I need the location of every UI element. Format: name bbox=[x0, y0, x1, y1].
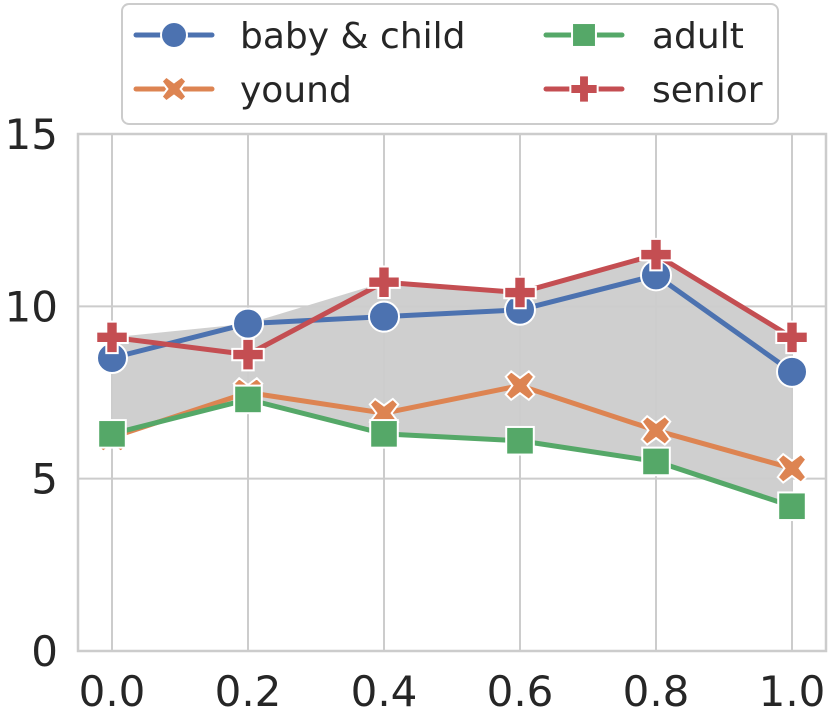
x-tick-label: 0.6 bbox=[487, 667, 554, 712]
legend-item-adult: adult bbox=[543, 16, 744, 57]
series-line bbox=[109, 272, 795, 375]
data-point bbox=[641, 446, 671, 477]
data-point bbox=[231, 337, 265, 372]
data-point bbox=[776, 452, 808, 484]
series-layer bbox=[95, 237, 809, 522]
y-tick-label: 5 bbox=[31, 455, 58, 504]
data-point bbox=[777, 491, 807, 522]
data-point bbox=[503, 275, 537, 310]
x-tick-label: 0.2 bbox=[215, 667, 282, 712]
data-point bbox=[505, 425, 535, 456]
data-point bbox=[367, 265, 401, 299]
data-point bbox=[639, 237, 673, 272]
legend-label: adult bbox=[652, 16, 744, 57]
legend-label: baby & child bbox=[240, 16, 466, 57]
legend-label: yound bbox=[240, 70, 352, 111]
x-tick-label: 1.0 bbox=[759, 667, 826, 712]
x-tick-label: 0.0 bbox=[79, 667, 146, 712]
series-line bbox=[109, 396, 795, 509]
legend: baby & child yound adult senior bbox=[121, 3, 779, 125]
legend-marker-icon bbox=[160, 21, 188, 49]
legend-marker-icon bbox=[160, 75, 188, 103]
data-point bbox=[368, 300, 400, 333]
x-tick-label: 0.8 bbox=[623, 667, 690, 712]
data-point bbox=[95, 320, 129, 355]
legend-label: senior bbox=[652, 70, 763, 111]
data-point bbox=[776, 355, 808, 388]
series-senior bbox=[95, 237, 809, 372]
data-point bbox=[775, 320, 809, 355]
data-point bbox=[97, 419, 127, 449]
legend-item-yound: yound bbox=[133, 70, 352, 111]
data-point bbox=[233, 384, 263, 415]
series-baby-child bbox=[96, 259, 808, 388]
axes-frame bbox=[76, 132, 828, 653]
data-point bbox=[369, 419, 399, 449]
x-tick-label: 0.4 bbox=[351, 667, 418, 712]
series-line bbox=[109, 383, 795, 471]
data-point bbox=[232, 307, 264, 340]
legend-item-senior: senior bbox=[543, 70, 763, 111]
y-tick-label: 10 bbox=[5, 282, 58, 331]
data-point bbox=[640, 414, 672, 446]
series-adult bbox=[97, 384, 807, 522]
series-line bbox=[109, 252, 795, 358]
y-tick-label: 15 bbox=[5, 110, 58, 159]
y-tick-label: 0 bbox=[31, 627, 58, 676]
data-point bbox=[504, 370, 536, 402]
axes: 0.0 0.2 0.4 0.6 0.8 1.0 0 5 10 15 bbox=[5, 110, 828, 712]
shaded-range bbox=[112, 254, 792, 507]
min-max-shaded-area bbox=[112, 254, 792, 507]
legend-marker-icon bbox=[571, 22, 597, 48]
legend-marker-icon bbox=[569, 74, 599, 104]
legend-item-baby-child: baby & child bbox=[133, 16, 466, 57]
